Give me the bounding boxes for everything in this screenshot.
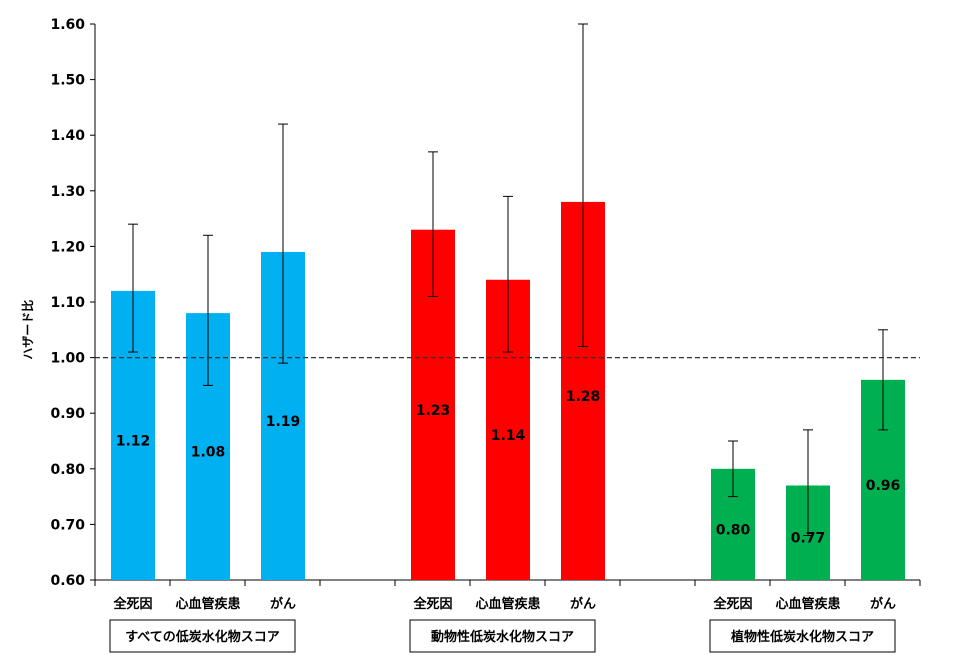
group-label: 動物性低炭水化物スコア bbox=[431, 629, 574, 645]
y-tick-label: 0.90 bbox=[50, 406, 85, 422]
y-axis-title: ハザード比 bbox=[20, 300, 35, 360]
group-label-box bbox=[409, 619, 596, 653]
data-label: 1.14 bbox=[491, 428, 526, 444]
x-category-label: がん bbox=[570, 596, 596, 612]
data-label: 0.77 bbox=[791, 531, 826, 547]
group-label-box bbox=[109, 619, 296, 653]
y-tick-label: 0.80 bbox=[50, 462, 85, 478]
data-label: 1.19 bbox=[266, 414, 301, 430]
group-label-box bbox=[709, 619, 896, 653]
y-tick-label: 1.10 bbox=[50, 295, 85, 311]
y-tick-label: 1.20 bbox=[50, 239, 85, 255]
x-category-label: 全死因 bbox=[112, 596, 152, 612]
x-category-label: 心血管疾患 bbox=[775, 596, 840, 612]
y-tick-label: 1.00 bbox=[50, 351, 85, 367]
data-label: 1.12 bbox=[116, 433, 151, 449]
data-label: 1.08 bbox=[191, 445, 226, 461]
y-tick-label: 1.60 bbox=[50, 17, 85, 33]
y-tick-label: 0.60 bbox=[50, 573, 85, 589]
y-tick-label: 1.50 bbox=[50, 73, 85, 89]
group-label: すべての低炭水化物スコア bbox=[125, 629, 280, 645]
data-label: 1.28 bbox=[566, 389, 601, 405]
x-category-label: 心血管疾患 bbox=[175, 596, 240, 612]
data-label: 1.23 bbox=[416, 403, 451, 419]
y-tick-label: 1.30 bbox=[50, 184, 85, 200]
y-tick-label: 1.40 bbox=[50, 128, 85, 144]
x-category-label: 全死因 bbox=[412, 596, 452, 612]
x-category-label: 心血管疾患 bbox=[475, 596, 540, 612]
data-label: 0.80 bbox=[716, 522, 751, 538]
x-category-label: がん bbox=[870, 596, 896, 612]
x-category-label: がん bbox=[270, 596, 296, 612]
x-category-label: 全死因 bbox=[712, 596, 752, 612]
data-label: 0.96 bbox=[866, 478, 901, 494]
y-tick-label: 0.70 bbox=[50, 517, 85, 533]
group-label: 植物性低炭水化物スコア bbox=[730, 629, 874, 645]
